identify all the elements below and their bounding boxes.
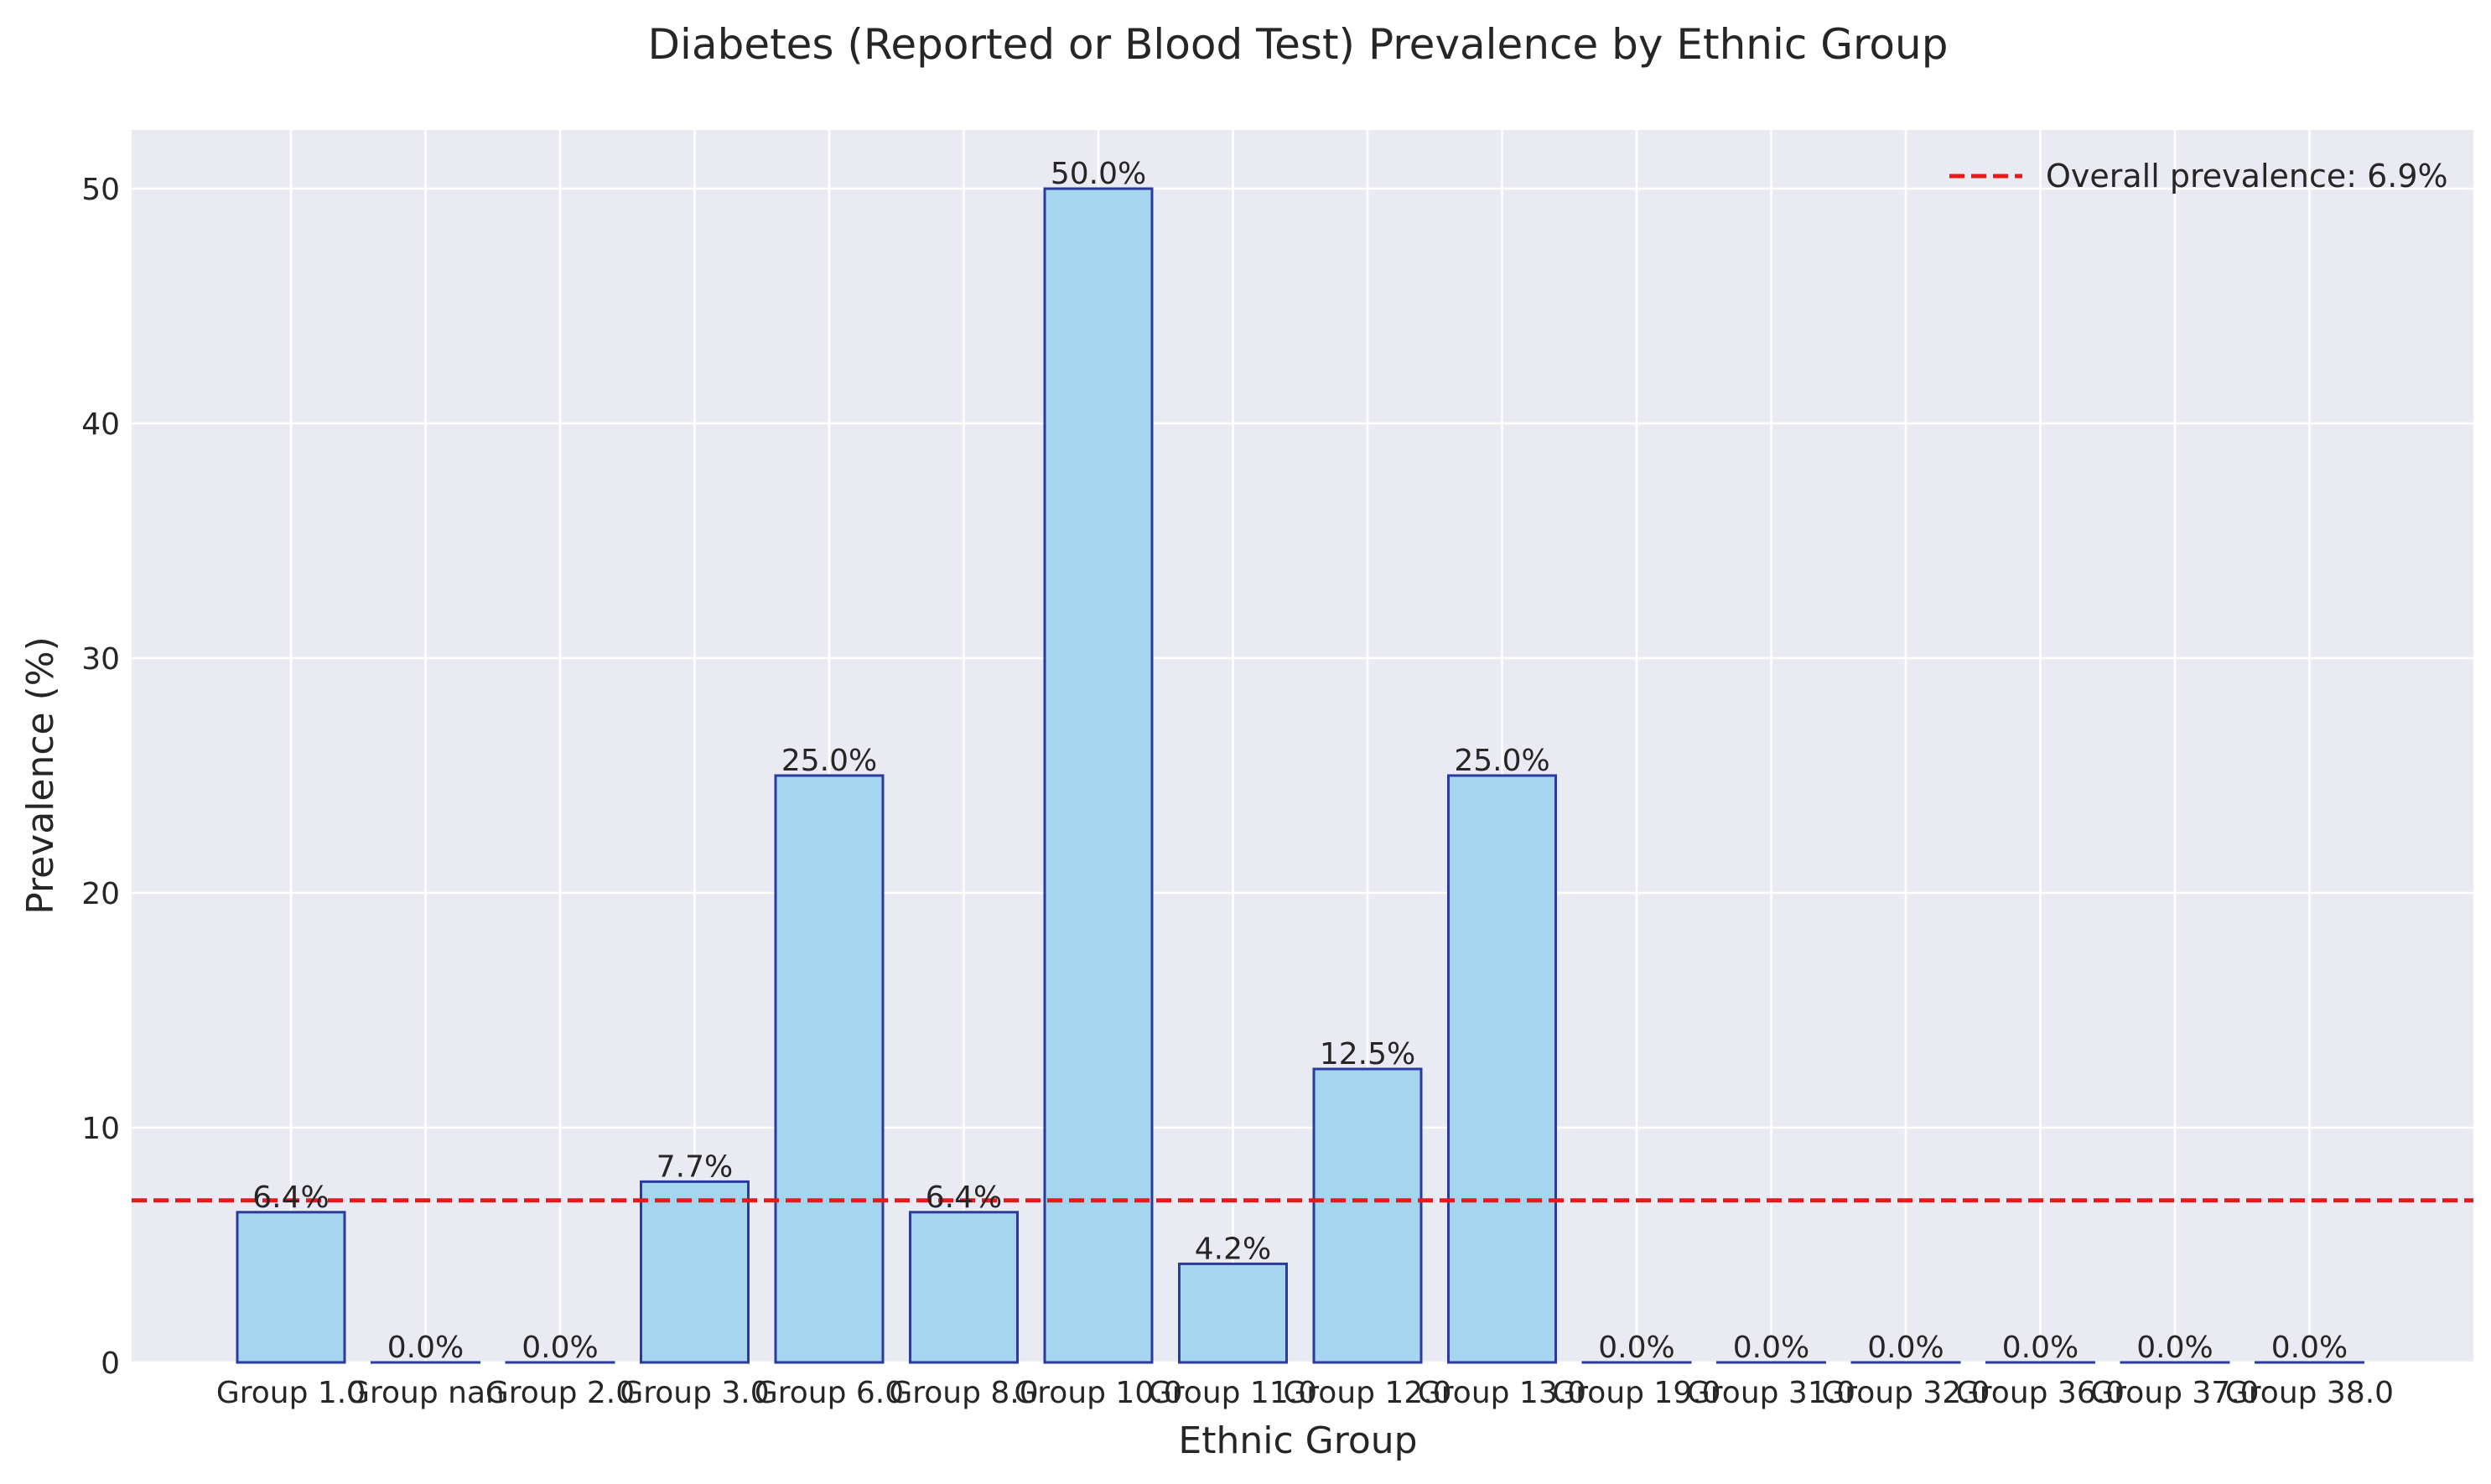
bar [1447, 774, 1557, 1364]
x-tick-label: Group 19.0 [1552, 1376, 1720, 1410]
x-tick-label: Group 36.0 [1956, 1376, 2125, 1410]
y-axis-label: Prevalence (%) [19, 636, 62, 915]
bar-value-label: 0.0% [1867, 1331, 1943, 1365]
bar-value-label: 25.0% [781, 744, 877, 778]
bar-value-label: 0.0% [1598, 1331, 1674, 1365]
bar-value-label: 7.7% [656, 1149, 733, 1184]
x-tick-label: Group 12.0 [1283, 1376, 1451, 1410]
x-tick-label: Group 38.0 [2225, 1376, 2394, 1410]
y-tick-label: 30 [81, 642, 120, 677]
bar [909, 1211, 1019, 1364]
bar [1043, 187, 1154, 1364]
y-axis-ticks: 0 10 20 30 40 50 [81, 173, 120, 1381]
chart-title: Diabetes (Reported or Blood Test) Preval… [648, 20, 1949, 69]
data-labels: 6.4% 0.0% 0.0% 7.7% 25.0% 6.4% 50.0% 4.2% 12.5% 2… [252, 157, 2348, 1365]
x-tick-label: Group nan [346, 1376, 505, 1410]
bar-value-label: 0.0% [1733, 1331, 1809, 1365]
x-tick-label: Group 13.0 [1418, 1376, 1586, 1410]
bar [236, 1211, 346, 1364]
x-tick-label: Group 37.0 [2090, 1376, 2259, 1410]
y-tick-label: 50 [81, 173, 120, 207]
bar [1178, 1262, 1288, 1364]
bar [1312, 1067, 1423, 1364]
y-tick-label: 0 [101, 1346, 120, 1381]
bar-value-label: 0.0% [2136, 1331, 2213, 1365]
legend-label: Overall prevalence: 6.9% [2046, 158, 2448, 195]
y-tick-label: 40 [81, 407, 120, 442]
x-axis-label: Ethnic Group [1178, 1419, 1417, 1462]
x-tick-label: Group 2.0 [485, 1376, 635, 1410]
x-tick-label: Group 6.0 [755, 1376, 904, 1410]
x-tick-label: Group 11.0 [1149, 1376, 1317, 1410]
bar-value-label: 25.0% [1454, 744, 1549, 778]
bar-value-label: 0.0% [387, 1331, 464, 1365]
x-tick-label: Group 10.0 [1014, 1376, 1182, 1410]
x-tick-label: Group 31.0 [1687, 1376, 1855, 1410]
legend: Overall prevalence: 6.9% [1949, 158, 2448, 195]
x-tick-label: Group 8.0 [889, 1376, 1038, 1410]
bar-value-label: 6.4% [926, 1180, 1002, 1215]
bars [236, 187, 2364, 1364]
x-tick-label: Group 3.0 [620, 1376, 769, 1410]
y-tick-label: 10 [81, 1112, 120, 1146]
bar-value-label: 12.5% [1320, 1037, 1415, 1071]
x-tick-label: Group 32.0 [1821, 1376, 1990, 1410]
plot-area [132, 130, 2473, 1362]
bar [640, 1180, 750, 1364]
y-tick-label: 20 [81, 877, 120, 911]
bar-value-label: 6.4% [252, 1180, 329, 1215]
bar-value-label: 0.0% [522, 1331, 598, 1365]
bar-value-label: 0.0% [2271, 1331, 2348, 1365]
bar-value-label: 50.0% [1051, 157, 1146, 191]
bar [774, 774, 885, 1364]
bar-value-label: 4.2% [1195, 1232, 1271, 1266]
x-tick-label: Group 1.0 [216, 1376, 366, 1410]
bar-value-label: 0.0% [2002, 1331, 2078, 1365]
